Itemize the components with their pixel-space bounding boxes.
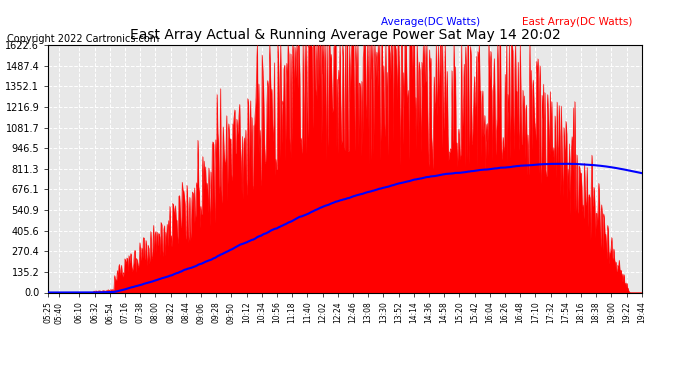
- Text: Copyright 2022 Cartronics.com: Copyright 2022 Cartronics.com: [7, 34, 159, 44]
- Legend: Average(DC Watts), East Array(DC Watts): Average(DC Watts), East Array(DC Watts): [356, 13, 636, 32]
- Title: East Array Actual & Running Average Power Sat May 14 20:02: East Array Actual & Running Average Powe…: [130, 28, 560, 42]
